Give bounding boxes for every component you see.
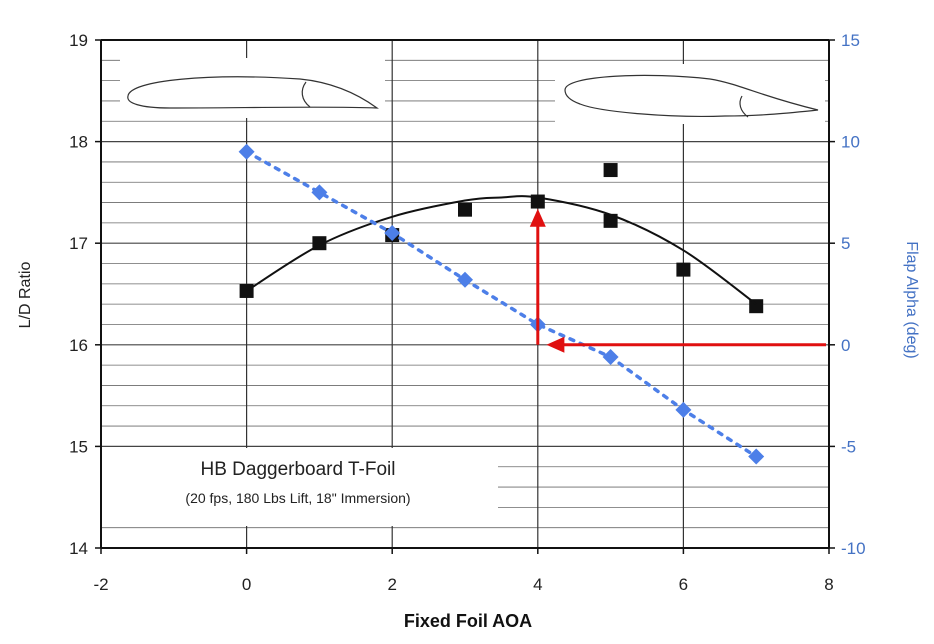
x-tick-label: 2 bbox=[387, 575, 396, 594]
vertical-arrow-head bbox=[529, 208, 546, 227]
y-axis-title: L/D Ratio bbox=[17, 262, 34, 329]
y-tick-label: 17 bbox=[69, 234, 88, 253]
flap-point bbox=[457, 271, 473, 288]
flap-trend-line bbox=[244, 150, 758, 459]
y-axis-right-title: Flap Alpha (deg) bbox=[903, 241, 920, 358]
ld-point bbox=[676, 262, 691, 277]
flap-point bbox=[311, 184, 328, 201]
legend-box: HB Daggerboard T-Foil (20 fps, 180 Lbs L… bbox=[100, 448, 498, 526]
y-tick-label: 14 bbox=[69, 539, 88, 558]
tick-labels: 14 15 16 17 18 19 -10 -5 0 5 10 15 -2 0 2 4 6 8 bbox=[69, 31, 866, 594]
ld-point bbox=[603, 163, 618, 178]
arrows bbox=[529, 208, 826, 353]
airfoil-right-icon bbox=[555, 64, 825, 124]
box-title: HB Daggerboard T-Foil bbox=[200, 459, 395, 480]
y-right-tick-label: 10 bbox=[841, 133, 860, 152]
fit-curve bbox=[246, 195, 757, 305]
flap-point bbox=[602, 348, 619, 365]
x-tick-label: 8 bbox=[824, 575, 833, 594]
flap-point bbox=[238, 143, 255, 160]
box-subtitle: (20 fps, 180 Lbs Lift, 18" Immersion) bbox=[185, 490, 410, 506]
flap-point bbox=[675, 401, 692, 418]
axes bbox=[95, 39, 835, 554]
flap-point bbox=[384, 225, 401, 242]
y-right-tick-label: -10 bbox=[841, 539, 866, 558]
x-tick-label: 6 bbox=[679, 575, 688, 594]
y-right-tick-label: 15 bbox=[841, 31, 860, 50]
x-tick-label: 4 bbox=[533, 575, 542, 594]
flap-point bbox=[748, 448, 765, 465]
y-tick-label: 15 bbox=[69, 437, 88, 456]
airfoil-left-icon bbox=[120, 58, 385, 118]
series bbox=[238, 143, 765, 465]
y-tick-label: 16 bbox=[69, 336, 88, 355]
y-right-tick-label: -5 bbox=[841, 437, 856, 456]
y-tick-label: 19 bbox=[69, 31, 88, 50]
y-right-tick-label: 5 bbox=[841, 234, 850, 253]
ld-point bbox=[458, 202, 472, 217]
ld-point bbox=[603, 213, 618, 228]
y-right-tick-label: 0 bbox=[841, 336, 850, 355]
x-tick-label: -2 bbox=[93, 575, 108, 594]
horizontal-arrow-head bbox=[546, 336, 565, 353]
x-tick-label: 0 bbox=[242, 575, 251, 594]
x-axis-title: Fixed Foil AOA bbox=[404, 611, 532, 631]
y-tick-label: 18 bbox=[69, 133, 88, 152]
